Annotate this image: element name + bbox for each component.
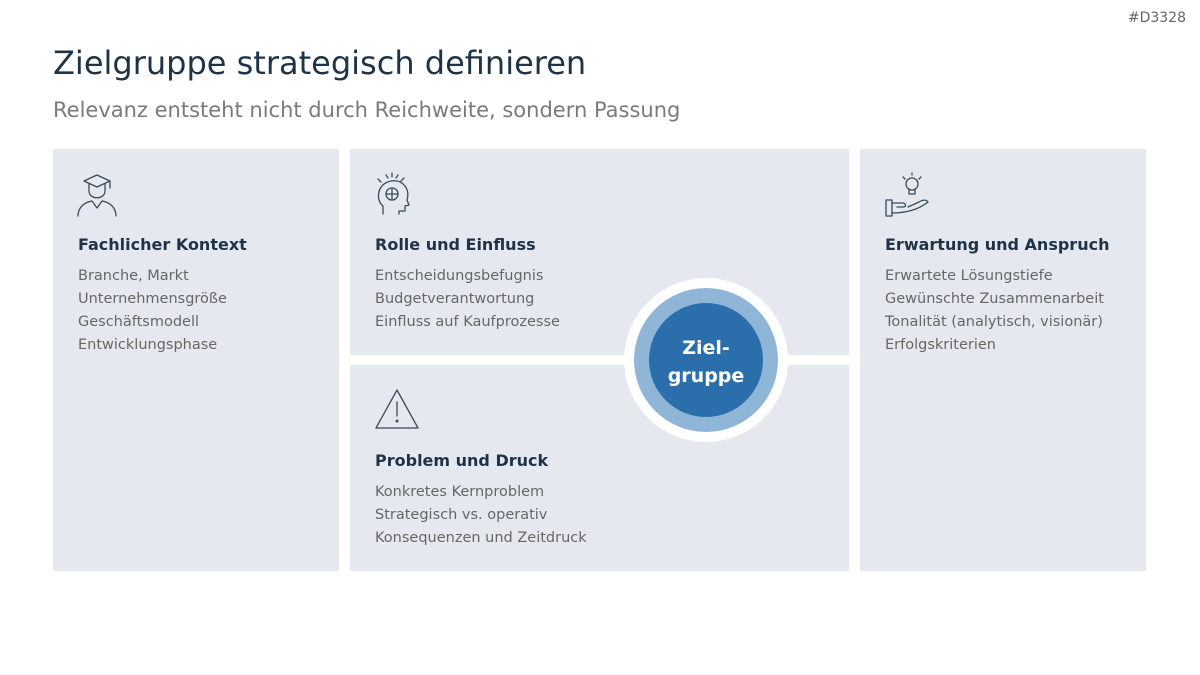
card-item: Erwartete Lösungstiefe bbox=[885, 268, 1053, 284]
center-label: Ziel- bbox=[682, 337, 730, 359]
card-item: Tonalität (analytisch, visionär) bbox=[884, 314, 1103, 330]
center-core bbox=[649, 303, 763, 417]
card-title: Fachlicher Kontext bbox=[78, 235, 247, 254]
subtitle: Relevanz entsteht nicht durch Reichweite… bbox=[53, 98, 680, 122]
card-item: Entwicklungsphase bbox=[78, 337, 217, 353]
card-bg bbox=[860, 149, 1146, 571]
icon-warning bbox=[375, 389, 419, 429]
card-item: Entscheidungsbefugnis bbox=[375, 268, 543, 284]
card-item: Konsequenzen und Zeitdruck bbox=[375, 530, 587, 546]
icon-graduate bbox=[77, 174, 117, 217]
title: Zielgruppe strategisch definieren bbox=[53, 44, 586, 82]
card-item: Geschäftsmodell bbox=[78, 314, 199, 330]
center-label: gruppe bbox=[668, 365, 745, 387]
card-item: Konkretes Kernproblem bbox=[375, 484, 544, 500]
card-item: Unternehmensgröße bbox=[78, 291, 227, 307]
card-item: Branche, Markt bbox=[78, 268, 189, 284]
card-bg bbox=[53, 149, 339, 571]
card-title: Erwartung und Anspruch bbox=[885, 235, 1109, 254]
card-item: Erfolgskriterien bbox=[885, 337, 996, 353]
card-item: Strategisch vs. operativ bbox=[375, 507, 548, 523]
card-title: Problem und Druck bbox=[375, 451, 548, 470]
card-item: Einfluss auf Kaufprozesse bbox=[375, 314, 560, 330]
card-item: Gewünschte Zusammenarbeit bbox=[885, 291, 1104, 307]
card-item: Budgetverantwortung bbox=[375, 291, 534, 307]
slide-id: #D3328 bbox=[1128, 10, 1186, 26]
icon-head bbox=[377, 172, 410, 215]
icon-hand-bulb bbox=[885, 172, 929, 217]
card-title: Rolle und Einfluss bbox=[375, 235, 536, 254]
